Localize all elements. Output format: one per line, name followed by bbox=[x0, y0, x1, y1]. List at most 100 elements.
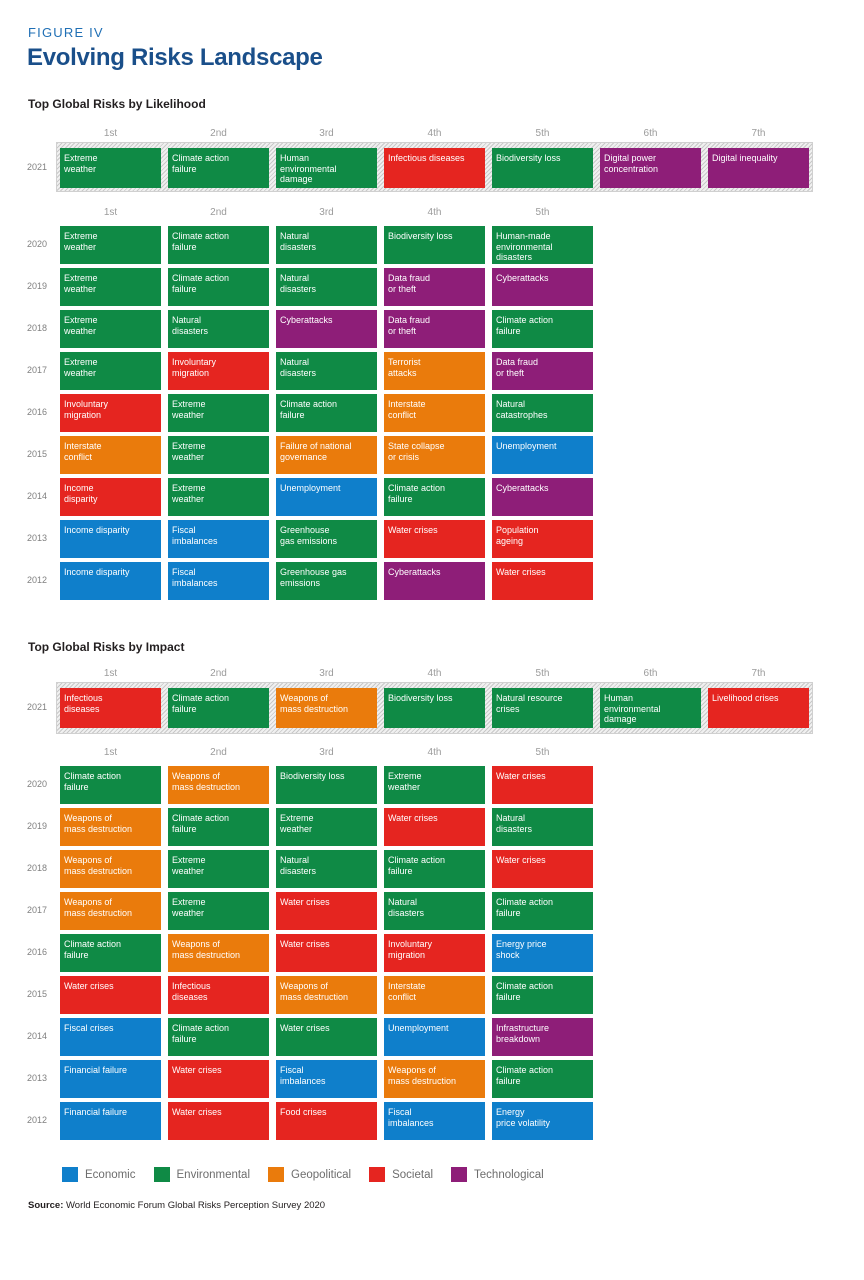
impact-section-title: Top Global Risks by Impact bbox=[28, 640, 185, 654]
legend-item: Geopolitical bbox=[268, 1167, 351, 1182]
likelihood-risk-cell: Cyberattacks bbox=[492, 268, 593, 306]
impact-year-label: 2020 bbox=[26, 779, 47, 789]
legend-item: Environmental bbox=[153, 1167, 251, 1182]
likelihood-year-label: 2020 bbox=[26, 239, 47, 249]
likelihood-risk-cell: Extreme weather bbox=[60, 148, 161, 188]
likelihood-risk-cell: Natural disasters bbox=[276, 226, 377, 264]
likelihood-2021-rank-header: 7th bbox=[751, 128, 766, 139]
impact-risk-cell: Climate action failure bbox=[60, 766, 161, 804]
impact-year-label: 2012 bbox=[26, 1115, 47, 1125]
likelihood-risk-cell: Extreme weather bbox=[60, 310, 161, 348]
impact-risk-cell: Extreme weather bbox=[384, 766, 485, 804]
likelihood-risk-cell: Climate action failure bbox=[168, 268, 269, 306]
likelihood-2021-rank-header: 3rd bbox=[319, 128, 334, 139]
impact-risk-cell: Energy price shock bbox=[492, 934, 593, 972]
impact-risk-cell: Climate action failure bbox=[492, 1060, 593, 1098]
likelihood-risk-cell: Interstate conflict bbox=[384, 394, 485, 432]
impact-risk-cell: Fiscal imbalances bbox=[384, 1102, 485, 1140]
impact-risk-cell: Water crises bbox=[168, 1060, 269, 1098]
impact-risk-cell: Infrastructure breakdown bbox=[492, 1018, 593, 1056]
impact-risk-cell: Interstate conflict bbox=[384, 976, 485, 1014]
impact-2021-rank-header: 3rd bbox=[319, 668, 334, 679]
likelihood-risk-cell: Data fraud or theft bbox=[384, 310, 485, 348]
impact-year-label: 2018 bbox=[26, 863, 47, 873]
legend-label: Economic bbox=[85, 1168, 136, 1181]
likelihood-risk-cell: Extreme weather bbox=[60, 226, 161, 264]
likelihood-risk-cell: Involuntary migration bbox=[168, 352, 269, 390]
impact-rank-header: 5th bbox=[535, 747, 550, 758]
likelihood-2021-rank-header: 6th bbox=[643, 128, 658, 139]
impact-risk-cell: Water crises bbox=[492, 850, 593, 888]
likelihood-risk-cell: Unemployment bbox=[492, 436, 593, 474]
impact-rank-header: 3rd bbox=[319, 747, 334, 758]
likelihood-risk-cell: Climate action failure bbox=[168, 226, 269, 264]
impact-rank-header: 4th bbox=[427, 747, 442, 758]
impact-risk-cell: Climate action failure bbox=[60, 934, 161, 972]
impact-rank-header: 1st bbox=[103, 747, 118, 758]
legend-item: Technological bbox=[451, 1167, 544, 1182]
likelihood-risk-cell: Data fraud or theft bbox=[492, 352, 593, 390]
impact-year-label: 2021 bbox=[26, 702, 47, 712]
likelihood-risk-cell: Fiscal imbalances bbox=[168, 562, 269, 600]
impact-risk-cell: Financial failure bbox=[60, 1060, 161, 1098]
impact-risk-cell: Biodiversity loss bbox=[384, 688, 485, 728]
impact-year-label: 2015 bbox=[26, 989, 47, 999]
likelihood-year-label: 2015 bbox=[26, 449, 47, 459]
likelihood-year-label: 2017 bbox=[26, 365, 47, 375]
legend-label: Environmental bbox=[176, 1168, 251, 1181]
likelihood-section-title: Top Global Risks by Likelihood bbox=[28, 97, 206, 111]
likelihood-risk-cell: Income disparity bbox=[60, 562, 161, 600]
impact-year-label: 2016 bbox=[26, 947, 47, 957]
impact-risk-cell: Human environmental damage bbox=[600, 688, 701, 728]
likelihood-risk-cell: Biodiversity loss bbox=[384, 226, 485, 264]
likelihood-risk-cell: Cyberattacks bbox=[384, 562, 485, 600]
impact-risk-cell: Energy price volatility bbox=[492, 1102, 593, 1140]
impact-risk-cell: Water crises bbox=[276, 892, 377, 930]
likelihood-risk-cell: Biodiversity loss bbox=[492, 148, 593, 188]
likelihood-risk-cell: Water crises bbox=[384, 520, 485, 558]
likelihood-risk-cell: Income disparity bbox=[60, 478, 161, 516]
likelihood-risk-cell: Natural disasters bbox=[276, 352, 377, 390]
impact-year-label: 2017 bbox=[26, 905, 47, 915]
likelihood-risk-cell: Extreme weather bbox=[168, 478, 269, 516]
impact-risk-cell: Extreme weather bbox=[168, 850, 269, 888]
likelihood-risk-cell: Unemployment bbox=[276, 478, 377, 516]
likelihood-risk-cell: Extreme weather bbox=[60, 352, 161, 390]
likelihood-risk-cell: State collapse or crisis bbox=[384, 436, 485, 474]
impact-risk-cell: Involuntary migration bbox=[384, 934, 485, 972]
impact-risk-cell: Fiscal imbalances bbox=[276, 1060, 377, 1098]
likelihood-risk-cell: Human environmental damage bbox=[276, 148, 377, 188]
likelihood-risk-cell: Human-made environmental disasters bbox=[492, 226, 593, 264]
figure-label: FIGURE IV bbox=[28, 25, 104, 40]
impact-risk-cell: Climate action failure bbox=[168, 808, 269, 846]
impact-2021-rank-header: 4th bbox=[427, 668, 442, 679]
impact-risk-cell: Weapons of mass destruction bbox=[384, 1060, 485, 1098]
impact-2021-rank-header: 7th bbox=[751, 668, 766, 679]
impact-risk-cell: Water crises bbox=[384, 808, 485, 846]
legend-label: Technological bbox=[474, 1168, 544, 1181]
likelihood-risk-cell: Infectious diseases bbox=[384, 148, 485, 188]
source-note: Source: World Economic Forum Global Risk… bbox=[28, 1200, 325, 1211]
impact-2021-rank-header: 6th bbox=[643, 668, 658, 679]
likelihood-risk-cell: Climate action failure bbox=[276, 394, 377, 432]
impact-risk-cell: Natural resource crises bbox=[492, 688, 593, 728]
likelihood-rank-header: 2nd bbox=[210, 207, 227, 218]
likelihood-risk-cell: Digital inequality bbox=[708, 148, 809, 188]
likelihood-risk-cell: Climate action failure bbox=[168, 148, 269, 188]
impact-risk-cell: Climate action failure bbox=[168, 1018, 269, 1056]
impact-year-label: 2019 bbox=[26, 821, 47, 831]
likelihood-risk-cell: Interstate conflict bbox=[60, 436, 161, 474]
legend-swatch bbox=[153, 1167, 170, 1182]
impact-risk-cell: Unemployment bbox=[384, 1018, 485, 1056]
impact-risk-cell: Weapons of mass destruction bbox=[60, 850, 161, 888]
impact-risk-cell: Weapons of mass destruction bbox=[168, 766, 269, 804]
likelihood-rank-header: 1st bbox=[103, 207, 118, 218]
impact-risk-cell: Food crises bbox=[276, 1102, 377, 1140]
impact-year-label: 2014 bbox=[26, 1031, 47, 1041]
legend-swatch bbox=[369, 1167, 386, 1182]
likelihood-2021-rank-header: 2nd bbox=[210, 128, 227, 139]
legend-swatch bbox=[268, 1167, 285, 1182]
impact-risk-cell: Livelihood crises bbox=[708, 688, 809, 728]
impact-risk-cell: Extreme weather bbox=[276, 808, 377, 846]
impact-2021-rank-header: 2nd bbox=[210, 668, 227, 679]
